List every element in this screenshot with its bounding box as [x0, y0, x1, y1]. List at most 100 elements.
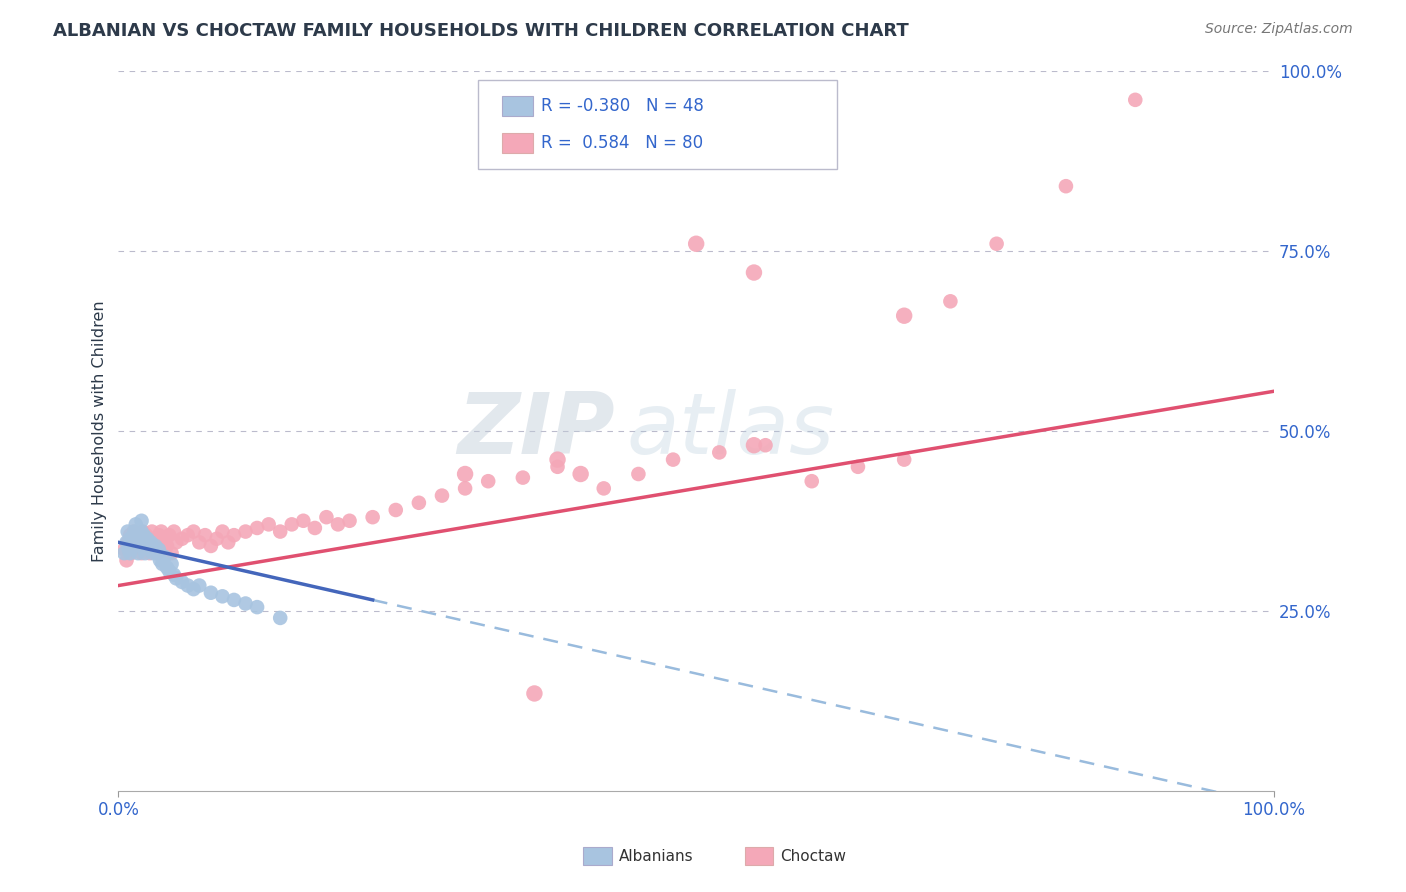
Point — [222, 528, 245, 542]
Point — [136, 532, 159, 546]
Point — [200, 585, 222, 599]
Point — [205, 532, 228, 546]
Point — [131, 524, 153, 539]
Point — [153, 549, 176, 564]
Point — [157, 528, 180, 542]
Point — [131, 546, 153, 560]
Point — [150, 557, 173, 571]
Point — [408, 496, 430, 510]
Point — [156, 560, 179, 574]
Point — [177, 578, 200, 592]
Point — [148, 528, 170, 542]
Point — [235, 597, 257, 611]
Point — [117, 524, 139, 539]
Point — [125, 524, 148, 539]
Point — [188, 578, 211, 592]
Point — [246, 600, 269, 615]
Point — [125, 542, 148, 557]
Point — [177, 528, 200, 542]
Point — [118, 546, 141, 560]
Point — [134, 542, 156, 557]
Point — [118, 528, 141, 542]
Point — [523, 686, 546, 700]
Point — [152, 532, 174, 546]
Point — [685, 236, 707, 251]
Point — [122, 528, 145, 542]
Point — [662, 452, 685, 467]
Point — [430, 489, 453, 503]
Point — [139, 535, 162, 549]
Point — [150, 524, 173, 539]
Point — [112, 542, 135, 557]
Point — [141, 524, 163, 539]
Point — [132, 535, 155, 549]
Point — [315, 510, 337, 524]
Point — [211, 524, 233, 539]
Point — [138, 539, 160, 553]
Point — [163, 524, 186, 539]
Point — [986, 236, 1008, 251]
Point — [156, 539, 179, 553]
Point — [170, 532, 193, 546]
Point — [150, 542, 173, 557]
Point — [709, 445, 731, 459]
Point — [128, 532, 150, 546]
Point — [893, 309, 915, 323]
Point — [200, 539, 222, 553]
Point — [257, 517, 280, 532]
Point — [139, 535, 162, 549]
Point — [149, 539, 172, 553]
Point — [222, 593, 245, 607]
Point — [160, 546, 183, 560]
Point — [281, 517, 304, 532]
Point — [742, 438, 765, 452]
Point — [117, 535, 139, 549]
Point — [131, 514, 153, 528]
Point — [742, 266, 765, 280]
Point — [120, 546, 142, 560]
Point — [384, 503, 406, 517]
Point — [148, 542, 170, 557]
Point — [163, 567, 186, 582]
Point — [142, 546, 165, 560]
Point — [112, 546, 135, 560]
Point — [129, 539, 152, 553]
Point — [138, 546, 160, 560]
Point — [800, 474, 823, 488]
Point — [121, 532, 143, 546]
Point — [569, 467, 592, 481]
Point — [134, 546, 156, 560]
Point — [160, 557, 183, 571]
Point — [136, 539, 159, 553]
Point — [1123, 93, 1146, 107]
Text: ALBANIAN VS CHOCTAW FAMILY HOUSEHOLDS WITH CHILDREN CORRELATION CHART: ALBANIAN VS CHOCTAW FAMILY HOUSEHOLDS WI… — [53, 22, 910, 40]
Text: ZIP: ZIP — [458, 389, 616, 473]
Point — [145, 532, 167, 546]
Text: Source: ZipAtlas.com: Source: ZipAtlas.com — [1205, 22, 1353, 37]
Point — [592, 482, 614, 496]
Point — [145, 539, 167, 553]
Point — [135, 528, 157, 542]
Point — [217, 535, 239, 549]
Point — [145, 546, 167, 560]
Point — [454, 467, 477, 481]
Point — [477, 474, 499, 488]
Point — [124, 539, 146, 553]
Point — [627, 467, 650, 481]
Point — [127, 546, 149, 560]
Y-axis label: Family Households with Children: Family Households with Children — [93, 300, 107, 562]
Point — [153, 535, 176, 549]
Point — [339, 514, 361, 528]
Point — [165, 535, 187, 549]
Point — [754, 438, 776, 452]
Text: atlas: atlas — [627, 389, 835, 473]
Point — [122, 524, 145, 539]
Point — [211, 590, 233, 604]
Point — [118, 539, 141, 553]
Point — [194, 528, 217, 542]
Point — [165, 571, 187, 585]
Point — [124, 524, 146, 539]
Point — [142, 539, 165, 553]
Point — [269, 611, 291, 625]
Point — [246, 521, 269, 535]
